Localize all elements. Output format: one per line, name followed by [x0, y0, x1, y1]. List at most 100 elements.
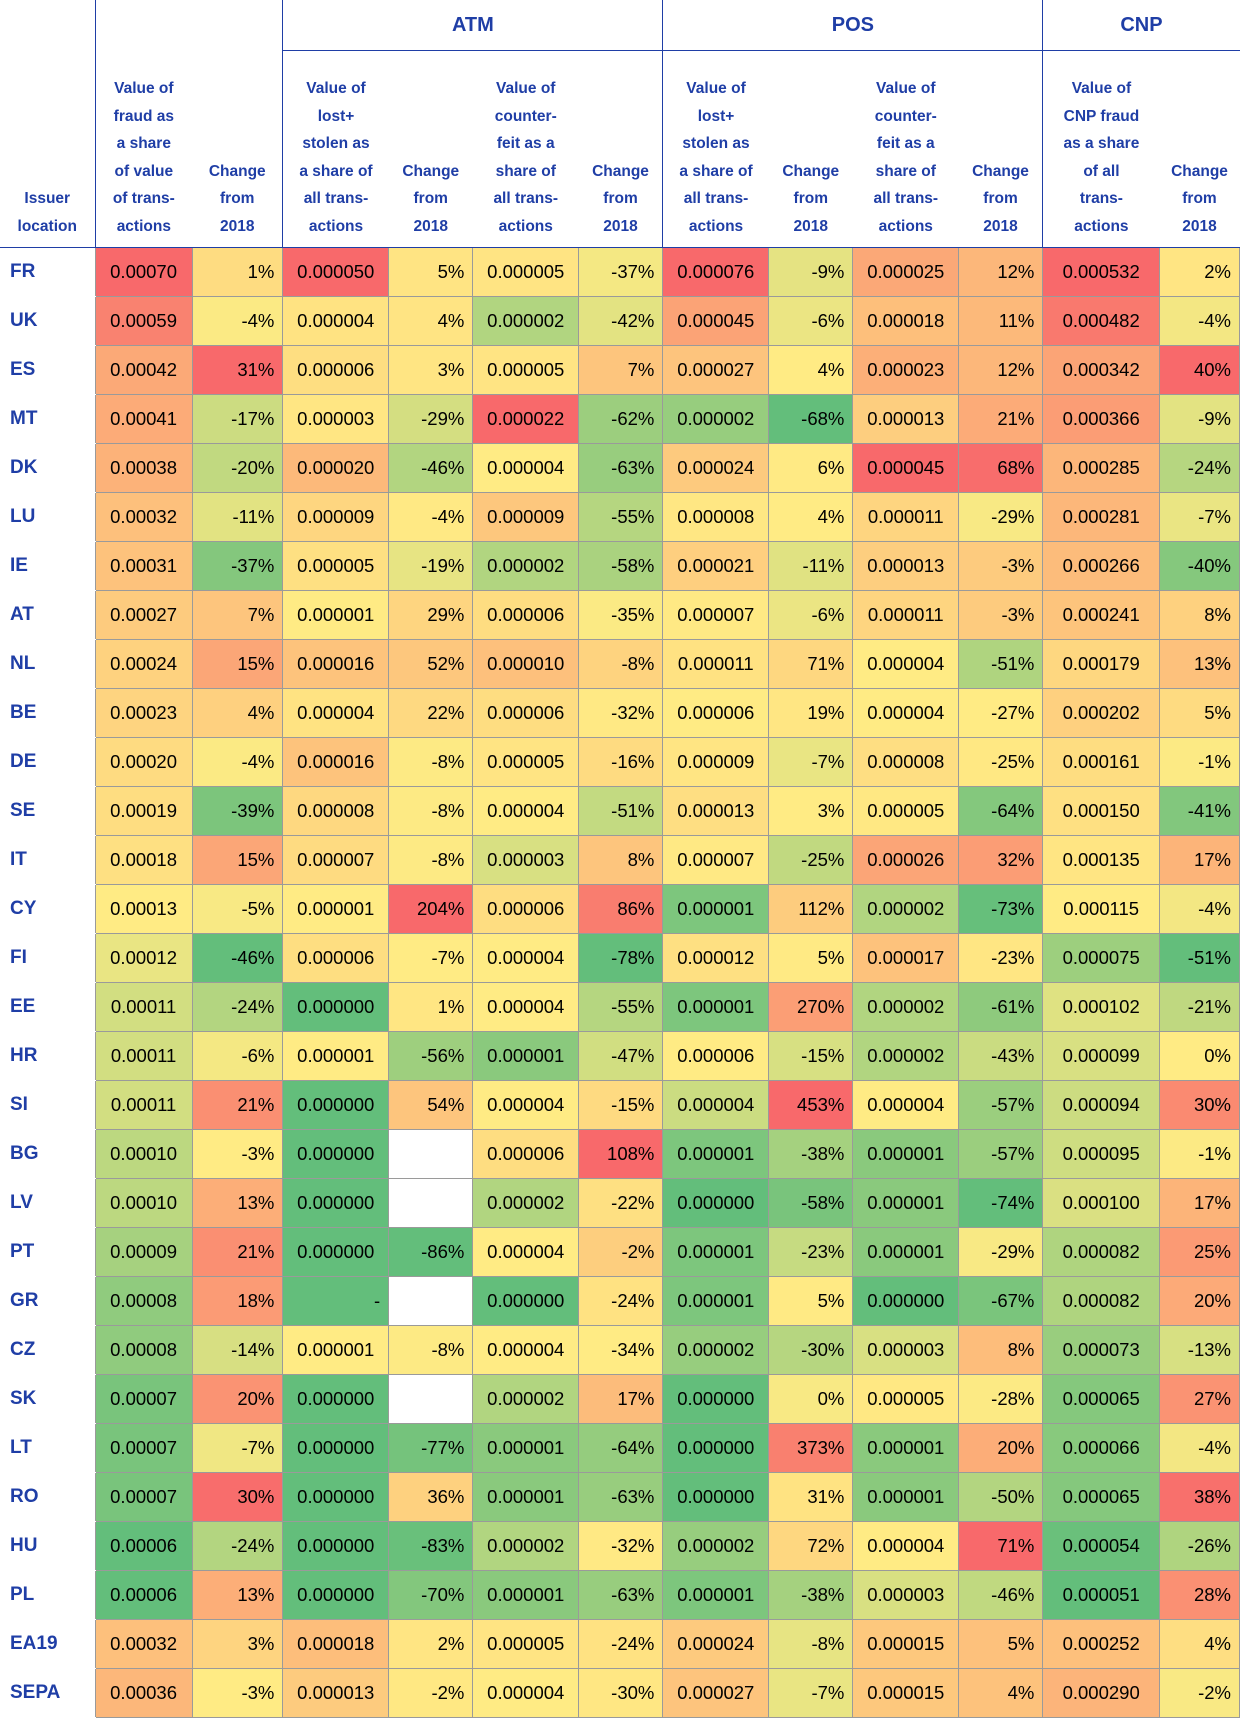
share-cell: 0.00011: [94, 1031, 193, 1081]
share-cell: 0.000008: [852, 737, 960, 787]
issuer-location-label: BG: [0, 1129, 95, 1179]
share-cell: 0.000241: [1042, 590, 1160, 640]
share-cell: 0.000023: [852, 345, 960, 395]
share-cell: 0.000004: [282, 688, 390, 738]
table-row: CZ 0.00008 -14% 0.000001 -8% 0.000004 -34% 0.00…: [0, 1325, 1240, 1375]
change-cell: -8%: [388, 786, 474, 836]
change-cell: -1%: [1158, 1129, 1240, 1179]
change-cell: -24%: [191, 1521, 284, 1571]
table-row: RO 0.00007 30% 0.000000 36% 0.000001 -63% 0.000…: [0, 1472, 1240, 1522]
change-cell: -32%: [578, 1521, 664, 1571]
change-cell: 22%: [388, 688, 474, 738]
share-cell: 0.000266: [1042, 541, 1160, 591]
share-cell: 0.000001: [472, 1472, 580, 1522]
share-cell: 0.00013: [94, 884, 193, 934]
share-cell: 0.000006: [282, 345, 390, 395]
share-cell: 0.000000: [282, 1129, 390, 1179]
share-cell: 0.000115: [1042, 884, 1160, 934]
share-cell: 0.000000: [662, 1374, 770, 1424]
change-cell: -8%: [578, 639, 664, 689]
change-cell: -4%: [1158, 1423, 1240, 1473]
share-cell: 0.000001: [852, 1423, 960, 1473]
table-row: LV 0.00010 13% 0.000000 0.000002 -22% 0.000000…: [0, 1178, 1240, 1228]
change-cell: -9%: [768, 247, 854, 297]
change-cell: -57%: [958, 1129, 1044, 1179]
share-cell: 0.000003: [852, 1570, 960, 1620]
change-cell: -28%: [958, 1374, 1044, 1424]
issuer-location-label: LV: [0, 1178, 95, 1228]
change-cell: -8%: [388, 737, 474, 787]
change-cell: 5%: [388, 247, 474, 297]
issuer-location-label: CY: [0, 884, 95, 934]
change-cell: -46%: [191, 933, 284, 983]
change-cell: 3%: [768, 786, 854, 836]
share-cell: 0.000004: [472, 1325, 580, 1375]
change-cell: -17%: [191, 394, 284, 444]
change-cell: 32%: [958, 835, 1044, 885]
change-cell: 52%: [388, 639, 474, 689]
change-cell: -7%: [768, 737, 854, 787]
share-cell: 0.000001: [282, 1031, 390, 1081]
share-cell: 0.00011: [94, 1080, 193, 1130]
table-row: LT 0.00007 -7% 0.000000 -77% 0.000001 -64% 0.00…: [0, 1423, 1240, 1473]
share-cell: 0.000001: [852, 1129, 960, 1179]
share-cell: 0.000009: [472, 492, 580, 542]
share-cell: 0.000099: [1042, 1031, 1160, 1081]
share-cell: 0.00008: [94, 1276, 193, 1326]
change-cell: 20%: [191, 1374, 284, 1424]
issuer-location-label: DK: [0, 443, 95, 493]
change-cell: -34%: [578, 1325, 664, 1375]
change-cell: 19%: [768, 688, 854, 738]
change-cell: 204%: [388, 884, 474, 934]
change-cell: 8%: [958, 1325, 1044, 1375]
change-cell: -19%: [388, 541, 474, 591]
share-cell: 0.000366: [1042, 394, 1160, 444]
share-cell: 0.00007: [94, 1472, 193, 1522]
share-cell: 0.000001: [662, 1227, 770, 1277]
change-cell: 270%: [768, 982, 854, 1032]
change-cell: -70%: [388, 1570, 474, 1620]
share-cell: 0.000001: [472, 1031, 580, 1081]
change-cell: -24%: [578, 1276, 664, 1326]
change-cell: 31%: [768, 1472, 854, 1522]
change-cell: -86%: [388, 1227, 474, 1277]
change-cell: -11%: [191, 492, 284, 542]
change-cell: -29%: [958, 1227, 1044, 1277]
change-cell: -23%: [768, 1227, 854, 1277]
change-cell: -3%: [191, 1129, 284, 1179]
share-cell: 0.000000: [852, 1276, 960, 1326]
share-cell: 0.000011: [852, 590, 960, 640]
issuer-location-label: SK: [0, 1374, 95, 1424]
column-header-6: Change from 2018: [578, 50, 663, 248]
change-cell: -32%: [578, 688, 664, 738]
share-cell: 0.000001: [282, 1325, 390, 1375]
change-cell: -63%: [578, 1472, 664, 1522]
change-cell: 71%: [958, 1521, 1044, 1571]
change-cell: 8%: [578, 835, 664, 885]
change-cell: -4%: [191, 296, 284, 346]
change-cell: [388, 1374, 474, 1424]
change-cell: 3%: [191, 1619, 284, 1669]
change-cell: -39%: [191, 786, 284, 836]
change-cell: -8%: [388, 835, 474, 885]
share-cell: 0.00019: [94, 786, 193, 836]
share-cell: 0.000001: [662, 1276, 770, 1326]
change-cell: 18%: [191, 1276, 284, 1326]
issuer-location-label: LU: [0, 492, 95, 542]
table-row: IT 0.00018 15% 0.000007 -8% 0.000003 8% 0.00000…: [0, 835, 1240, 885]
change-cell: 12%: [958, 345, 1044, 395]
table-row: MT 0.00041 -17% 0.000003 -29% 0.000022 -62% 0.0…: [0, 394, 1240, 444]
table-row: PT 0.00009 21% 0.000000 -86% 0.000004 -2% 0.000…: [0, 1227, 1240, 1277]
share-cell: 0.000012: [662, 933, 770, 983]
share-cell: 0.000024: [662, 1619, 770, 1669]
share-cell: 0.000020: [282, 443, 390, 493]
change-cell: -26%: [1158, 1521, 1240, 1571]
change-cell: 20%: [1158, 1276, 1240, 1326]
change-cell: 68%: [958, 443, 1044, 493]
share-cell: 0.00027: [94, 590, 193, 640]
change-cell: -40%: [1158, 541, 1240, 591]
change-cell: -8%: [768, 1619, 854, 1669]
share-cell: 0.000004: [472, 1080, 580, 1130]
table-row: EE 0.00011 -24% 0.000000 1% 0.000004 -55% 0.000…: [0, 982, 1240, 1032]
change-cell: 28%: [1158, 1570, 1240, 1620]
